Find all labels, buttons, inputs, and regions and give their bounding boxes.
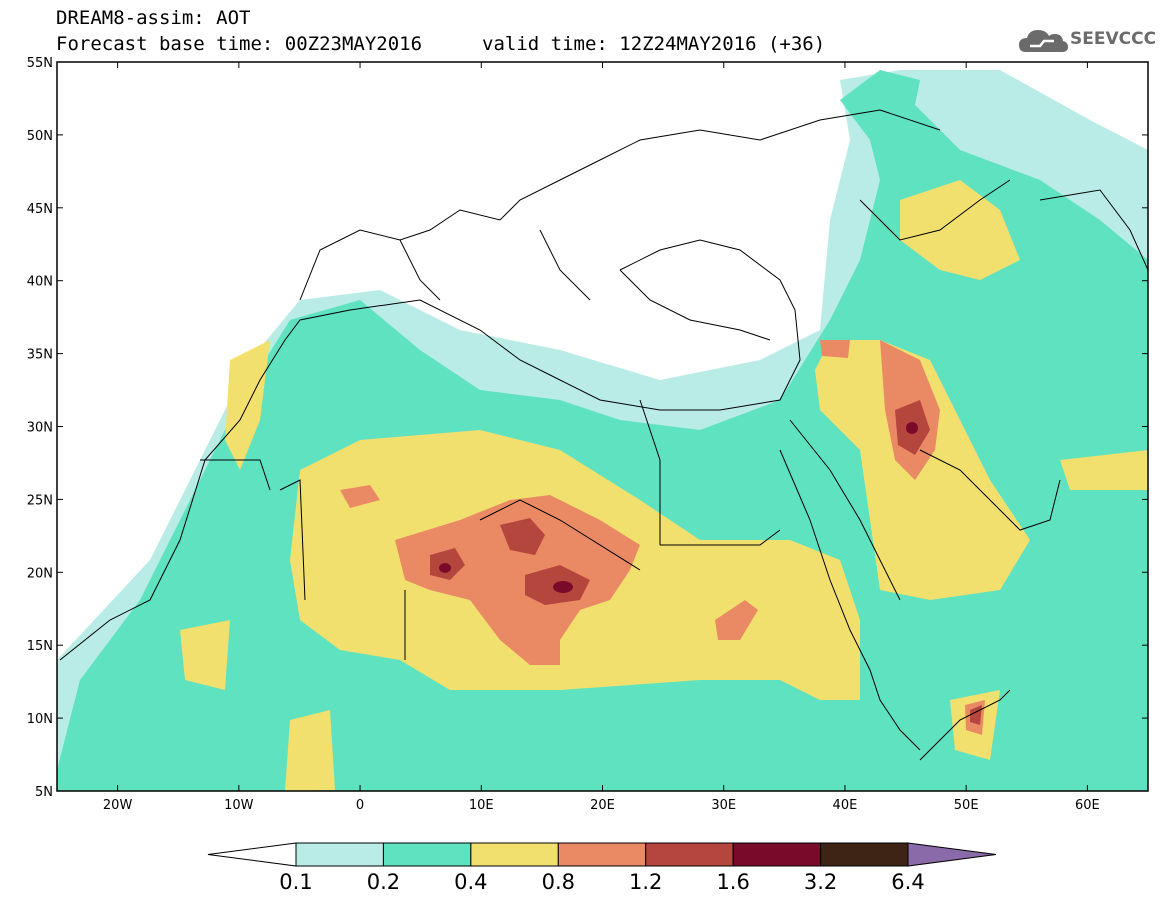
lon-label: 10E bbox=[469, 798, 494, 813]
aot-level-1.6 bbox=[439, 422, 918, 593]
colorbar-swatch bbox=[820, 842, 909, 867]
colorbar-level-label: 0.2 bbox=[366, 870, 401, 894]
colorbar-swatch bbox=[295, 842, 384, 867]
colorbar-level-label: 0.1 bbox=[279, 870, 313, 894]
colorbar-under-triangle bbox=[207, 842, 297, 867]
colorbar bbox=[207, 842, 997, 867]
lon-label: 40E bbox=[833, 798, 858, 813]
colorbar-level-label: 1.2 bbox=[629, 870, 663, 894]
lat-label: 5N bbox=[35, 785, 53, 800]
valid-time-text: valid time: 12Z24MAY2016 (+36) bbox=[482, 33, 826, 55]
colorbar-swatch bbox=[557, 842, 647, 867]
colorbar-level-label: 1.6 bbox=[716, 870, 750, 894]
colorbar-level-label: 0.4 bbox=[454, 870, 488, 894]
colorbar-swatch bbox=[470, 842, 559, 867]
forecast-time-line: Forecast base time: 00Z23MAY2016 valid ti… bbox=[56, 33, 825, 55]
lon-label: 20W bbox=[103, 798, 133, 813]
lon-label: 20E bbox=[590, 798, 615, 813]
lat-label: 40N bbox=[27, 275, 53, 290]
colorbar-swatch bbox=[645, 842, 734, 867]
colorbar-over-triangle bbox=[907, 842, 997, 867]
aot-field bbox=[57, 62, 1148, 791]
colorbar-level-label: 0.8 bbox=[541, 870, 575, 894]
base-time-text: Forecast base time: 00Z23MAY2016 bbox=[56, 33, 423, 55]
lat-label: 50N bbox=[27, 129, 53, 144]
lon-label: 60E bbox=[1075, 798, 1100, 813]
logo-text: SEEVCCC bbox=[1070, 29, 1157, 49]
lat-label: 30N bbox=[27, 421, 53, 436]
colorbar-swatch bbox=[382, 842, 472, 867]
coastlines bbox=[59, 109, 1148, 761]
cloud-icon bbox=[1019, 30, 1068, 52]
seevccc-logo: SEEVCCC bbox=[1018, 26, 1158, 56]
latitude-axis: 55N 50N 45N 40N 35N 30N 25N 20N 15N 10N 5N bbox=[27, 56, 1148, 800]
lon-label: 30E bbox=[711, 798, 736, 813]
lat-label: 20N bbox=[27, 566, 53, 581]
lat-label: 55N bbox=[27, 56, 53, 71]
lat-label: 45N bbox=[27, 202, 53, 217]
lat-label: 35N bbox=[27, 348, 53, 363]
map-title: DREAM8-assim: AOT bbox=[56, 7, 251, 29]
lon-label: 10W bbox=[224, 798, 254, 813]
lat-label: 25N bbox=[27, 493, 53, 508]
lon-label: 0 bbox=[356, 798, 364, 813]
lat-label: 15N bbox=[27, 639, 53, 654]
colorbar-level-label: 6.4 bbox=[891, 870, 925, 894]
colorbar-level-label: 3.2 bbox=[803, 870, 838, 894]
lat-label: 10N bbox=[27, 712, 53, 727]
lon-label: 50E bbox=[954, 798, 979, 813]
longitude-axis: 20W 10W 0 10E 20E 30E 40E 50E 60E bbox=[103, 62, 1100, 813]
colorbar-swatch bbox=[732, 842, 822, 867]
